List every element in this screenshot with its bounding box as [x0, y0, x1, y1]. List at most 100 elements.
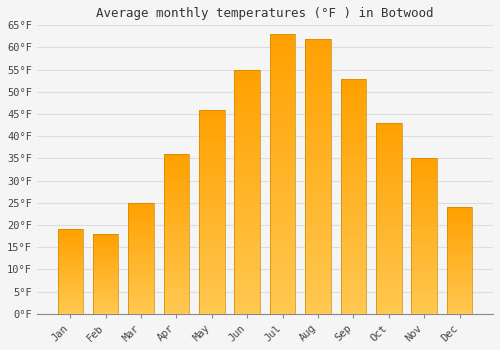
Bar	[270, 191, 295, 196]
Bar	[164, 237, 189, 240]
Bar	[164, 199, 189, 202]
Bar	[199, 216, 224, 220]
Bar	[376, 123, 402, 314]
Bar	[412, 239, 437, 242]
Bar	[199, 228, 224, 232]
Bar	[412, 301, 437, 304]
Bar	[199, 118, 224, 122]
Bar	[164, 163, 189, 167]
Bar	[412, 267, 437, 270]
Bar	[199, 224, 224, 228]
Bar	[164, 310, 189, 314]
Bar	[58, 248, 83, 250]
Bar	[412, 242, 437, 245]
Bar	[412, 177, 437, 180]
Bar	[412, 183, 437, 186]
Bar	[128, 218, 154, 220]
Bar	[412, 248, 437, 252]
Bar	[412, 220, 437, 224]
Bar	[93, 277, 118, 279]
Bar	[234, 143, 260, 148]
Bar	[376, 245, 402, 249]
Bar	[412, 159, 437, 314]
Bar	[270, 230, 295, 236]
Bar	[270, 168, 295, 174]
Bar	[412, 304, 437, 308]
Bar	[447, 239, 472, 241]
Bar	[412, 202, 437, 205]
Bar	[306, 281, 331, 286]
Bar	[234, 192, 260, 197]
Bar	[199, 130, 224, 134]
Bar	[164, 256, 189, 259]
Bar	[376, 161, 402, 165]
Bar	[164, 269, 189, 272]
Bar	[199, 236, 224, 240]
Bar	[306, 259, 331, 264]
Bar	[234, 206, 260, 211]
Bar	[234, 70, 260, 75]
Bar	[412, 174, 437, 177]
Bar	[128, 249, 154, 252]
Bar	[128, 205, 154, 207]
Bar	[199, 134, 224, 138]
Bar	[199, 150, 224, 154]
Bar	[447, 303, 472, 305]
Bar	[412, 270, 437, 273]
Bar	[447, 309, 472, 312]
Bar	[199, 183, 224, 187]
Bar	[376, 199, 402, 203]
Bar	[199, 310, 224, 314]
Bar	[306, 187, 331, 192]
Bar	[376, 241, 402, 245]
Bar	[58, 266, 83, 268]
Bar	[199, 191, 224, 195]
Bar	[306, 248, 331, 253]
Bar	[199, 195, 224, 199]
Bar	[306, 308, 331, 314]
Bar	[412, 295, 437, 298]
Bar	[58, 284, 83, 285]
Bar	[164, 176, 189, 180]
Bar	[340, 177, 366, 182]
Bar	[340, 229, 366, 234]
Bar	[58, 309, 83, 310]
Bar	[128, 280, 154, 283]
Bar	[306, 88, 331, 93]
Bar	[340, 224, 366, 229]
Bar	[447, 278, 472, 280]
Bar	[93, 243, 118, 245]
Bar	[128, 216, 154, 218]
Bar	[93, 296, 118, 298]
Bar	[412, 310, 437, 314]
Bar	[376, 188, 402, 191]
Bar	[447, 267, 472, 269]
Bar	[447, 226, 472, 229]
Bar	[340, 107, 366, 111]
Bar	[164, 291, 189, 295]
Bar	[340, 163, 366, 168]
Bar	[58, 280, 83, 282]
Bar	[340, 304, 366, 309]
Bar	[376, 272, 402, 275]
Bar	[199, 208, 224, 212]
Bar	[412, 245, 437, 248]
Bar	[128, 278, 154, 280]
Bar	[58, 243, 83, 245]
Bar	[340, 111, 366, 116]
Bar	[306, 303, 331, 308]
Bar	[376, 279, 402, 283]
Bar	[58, 245, 83, 246]
Bar	[340, 116, 366, 121]
Bar	[270, 280, 295, 286]
Bar	[447, 237, 472, 239]
Bar	[93, 298, 118, 299]
Bar	[58, 241, 83, 243]
Bar	[270, 124, 295, 129]
Bar	[376, 207, 402, 211]
Bar	[270, 34, 295, 40]
Bar	[58, 239, 83, 241]
Bar	[128, 300, 154, 303]
Bar	[58, 229, 83, 231]
Bar	[199, 277, 224, 281]
